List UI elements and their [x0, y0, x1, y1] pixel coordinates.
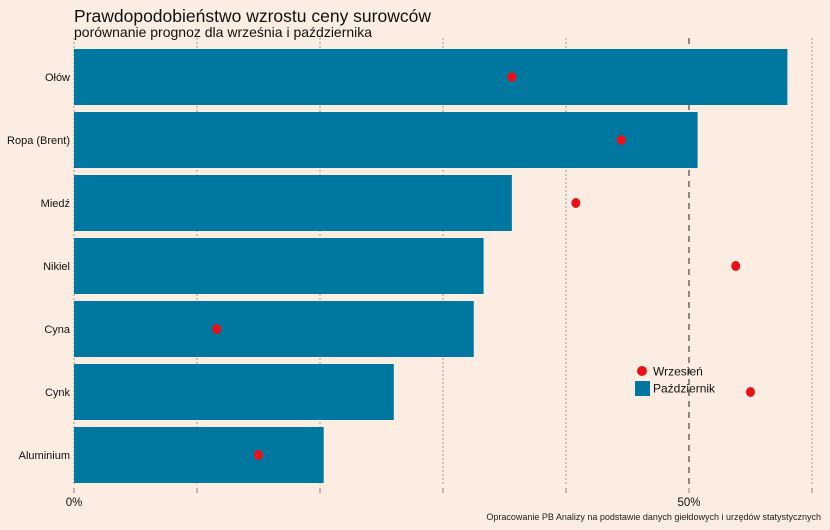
- chart-title: Prawdopodobieństwo wzrostu ceny surowców: [74, 6, 431, 26]
- bar: [74, 175, 512, 231]
- category-label: Aluminium: [19, 450, 70, 462]
- bar: [74, 364, 394, 420]
- legend-label: Wrzesień: [653, 365, 703, 379]
- point: [254, 450, 263, 460]
- bar: [74, 238, 484, 294]
- category-label: Ołów: [45, 72, 70, 84]
- category-label: Miedź: [41, 198, 70, 210]
- bar: [74, 49, 788, 105]
- legend-label: Październik: [653, 382, 716, 396]
- chart-subtitle: porównanie prognoz dla września i paździ…: [74, 24, 373, 40]
- point: [571, 198, 581, 208]
- legend-marker-circle: [637, 366, 647, 376]
- bar: [74, 301, 474, 357]
- x-tick-label: 0%: [66, 497, 83, 509]
- chart-caption: Opracowanie PB Analizy na podstawie dany…: [486, 512, 821, 522]
- category-label: Cynk: [45, 387, 71, 399]
- category-label: Ropa (Brent): [7, 135, 70, 147]
- category-label: Nikiel: [43, 261, 70, 273]
- point: [731, 261, 741, 271]
- legend-marker-square: [635, 381, 650, 396]
- bar: [74, 112, 698, 168]
- x-tick-label: 50%: [677, 497, 700, 509]
- category-label: Cyna: [44, 324, 71, 336]
- point: [746, 387, 755, 397]
- point: [507, 72, 517, 82]
- point: [616, 135, 626, 145]
- point: [212, 324, 222, 334]
- bar: [74, 427, 324, 483]
